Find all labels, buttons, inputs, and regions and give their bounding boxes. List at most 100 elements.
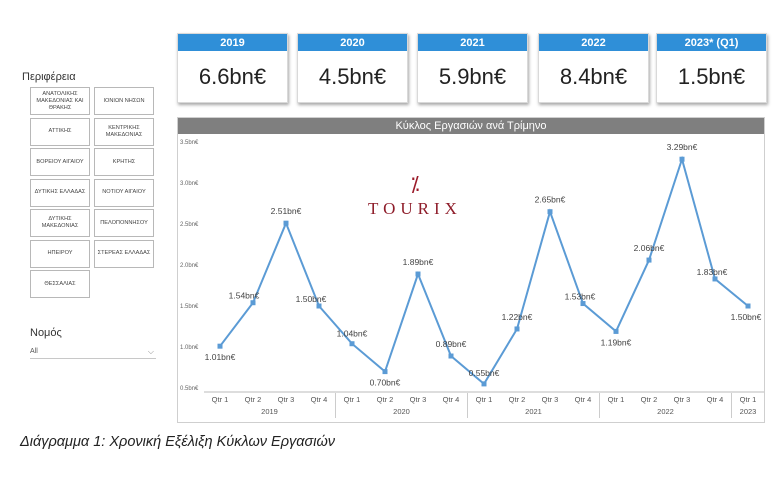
region-button[interactable]: ΒΟΡΕΙΟΥ ΑΙΓΑΙΟΥ bbox=[30, 148, 90, 176]
data-label: 1.50bn€ bbox=[296, 294, 327, 304]
region-button[interactable]: ΠΕΛΟΠΟΝΝΗΣΟΥ bbox=[94, 209, 154, 237]
x-quarter-label: Qtr 4 bbox=[575, 395, 592, 404]
x-year-label: 2020 bbox=[393, 407, 410, 416]
y-tick-label: 3.0bn€ bbox=[180, 181, 199, 187]
x-quarter-label: Qtr 4 bbox=[443, 395, 460, 404]
region-button[interactable]: ΚΡΗΤΗΣ bbox=[94, 148, 154, 176]
kpi-card: 2022 8.4bn€ bbox=[538, 33, 649, 103]
y-tick-label: 1.5bn€ bbox=[180, 304, 199, 310]
x-year-label: 2022 bbox=[657, 407, 674, 416]
region-button[interactable]: ΑΝΑΤΟΛΙΚΗΣ ΜΑΚΕΔΟΝΙΑΣ ΚΑΙ ΘΡΑΚΗΣ bbox=[30, 87, 90, 115]
y-tick-label: 0.5bn€ bbox=[180, 386, 199, 392]
y-tick-label: 2.0bn€ bbox=[180, 263, 199, 269]
region-button[interactable]: ΘΕΣΣΑΛΙΑΣ bbox=[30, 270, 90, 298]
data-point bbox=[217, 343, 223, 349]
region-filter-title: Περιφέρεια bbox=[22, 71, 76, 83]
data-label: 1.89bn€ bbox=[403, 257, 434, 267]
region-button[interactable]: ΗΠΕΙΡΟΥ bbox=[30, 239, 90, 268]
region-button[interactable]: ΚΕΝΤΡΙΚΗΣ ΜΑΚΕΔΟΝΙΑΣ bbox=[94, 117, 154, 146]
data-label: 0.55bn€ bbox=[469, 368, 500, 378]
data-label: 1.01bn€ bbox=[205, 352, 236, 362]
chart-plot: 0.5bn€ 1.0bn€ 1.5bn€ 2.0bn€ 2.5bn€ 3.0bn€ 3.5b… bbox=[180, 140, 764, 418]
data-point bbox=[283, 220, 289, 226]
x-quarter-label: Qtr 3 bbox=[674, 395, 691, 404]
kpi-card-label: 2019 bbox=[178, 34, 287, 51]
data-label: 1.83bn€ bbox=[697, 267, 728, 277]
figure-caption: Διάγραμμα 1: Χρονική Εξέλιξη Κύκλων Εργα… bbox=[20, 434, 336, 450]
data-label: 2.65bn€ bbox=[535, 195, 566, 205]
kpi-card-value: 5.9bn€ bbox=[438, 63, 507, 89]
data-point bbox=[448, 353, 454, 359]
kpi-card-label: 2023* (Q1) bbox=[657, 34, 766, 51]
x-quarter-label: Qtr 1 bbox=[740, 395, 757, 404]
y-tick-label: 2.5bn€ bbox=[180, 222, 199, 228]
data-label: 0.70bn€ bbox=[370, 378, 401, 388]
x-quarter-label: Qtr 3 bbox=[410, 395, 427, 404]
logo-mark-icon: ⁒ bbox=[410, 174, 420, 196]
chart-title: Κύκλος Εργασιών ανά Τρίμηνο bbox=[178, 118, 764, 134]
x-quarter-label: Qtr 2 bbox=[509, 395, 526, 404]
data-point bbox=[547, 209, 553, 215]
region-button[interactable]: ΙΟΝΙΩΝ ΝΗΣΩΝ bbox=[94, 87, 154, 115]
data-point bbox=[481, 381, 487, 387]
region-button[interactable]: ΔΥΤΙΚΗΣ ΕΛΛΑΔΑΣ bbox=[30, 178, 90, 207]
data-point bbox=[250, 300, 256, 306]
data-label: 1.54bn€ bbox=[229, 291, 260, 301]
tourix-logo: ⁒ TOURIX bbox=[365, 175, 465, 219]
region-button[interactable]: ΝΟΤΙΟΥ ΑΙΓΑΙΟΥ bbox=[94, 178, 154, 207]
data-label: 1.19bn€ bbox=[601, 337, 632, 347]
kpi-card-value: 4.5bn€ bbox=[318, 63, 387, 89]
x-year-label: 2019 bbox=[261, 407, 278, 416]
data-point bbox=[514, 326, 520, 332]
region-button[interactable]: ΣΤΕΡΕΑΣ ΕΛΛΑΔΑΣ bbox=[94, 239, 154, 268]
x-quarter-label: Qtr 4 bbox=[311, 395, 328, 404]
logo-text: TOURIX bbox=[368, 199, 462, 218]
kpi-card: 2020 4.5bn€ bbox=[297, 33, 408, 103]
x-quarter-label: Qtr 4 bbox=[707, 395, 724, 404]
chevron-down-icon[interactable]: ⌵ bbox=[147, 346, 154, 356]
x-year-label: 2023 bbox=[740, 407, 757, 416]
series-line bbox=[219, 155, 749, 386]
data-point bbox=[415, 271, 421, 277]
x-year-label: 2021 bbox=[525, 407, 542, 416]
x-quarter-label: Qtr 3 bbox=[542, 395, 559, 404]
data-point bbox=[712, 276, 718, 282]
data-label: 1.53bn€ bbox=[565, 292, 596, 302]
kpi-card-label: 2020 bbox=[298, 34, 407, 51]
data-label: 0.89bn€ bbox=[436, 339, 467, 349]
data-point bbox=[679, 156, 685, 162]
region-button[interactable]: ΑΤΤΙΚΗΣ bbox=[30, 117, 90, 146]
nomos-select[interactable]: All ⌵ bbox=[30, 345, 156, 359]
data-label: 1.22bn€ bbox=[502, 312, 533, 322]
x-quarter-label: Qtr 1 bbox=[344, 395, 361, 404]
data-label: 3.29bn€ bbox=[667, 142, 698, 152]
y-tick-label: 1.0bn€ bbox=[180, 345, 199, 351]
kpi-card-value: 8.4bn€ bbox=[559, 63, 628, 89]
data-point bbox=[382, 369, 388, 375]
data-point bbox=[580, 301, 586, 307]
kpi-card-label: 2021 bbox=[418, 34, 527, 51]
kpi-card-value: 1.5bn€ bbox=[677, 63, 746, 89]
x-quarter-label: Qtr 1 bbox=[608, 395, 625, 404]
data-point bbox=[316, 303, 322, 309]
kpi-card: 2021 5.9bn€ bbox=[417, 33, 528, 103]
kpi-card-label: 2022 bbox=[539, 34, 648, 51]
region-button[interactable]: ΔΥΤΙΚΗΣ ΜΑΚΕΔΟΝΙΑΣ bbox=[30, 209, 90, 237]
x-quarter-label: Qtr 2 bbox=[377, 395, 394, 404]
data-label: 1.04bn€ bbox=[337, 329, 368, 339]
data-point bbox=[745, 303, 751, 309]
quarterly-turnover-chart: Κύκλος Εργασιών ανά Τρίμηνο 0.5bn€ 1.0bn€… bbox=[177, 117, 765, 423]
x-quarter-label: Qtr 3 bbox=[278, 395, 295, 404]
data-point bbox=[349, 341, 355, 347]
x-quarter-label: Qtr 1 bbox=[212, 395, 229, 404]
kpi-card: 2019 6.6bn€ bbox=[177, 33, 288, 103]
data-label: 1.50bn€ bbox=[731, 312, 762, 322]
x-quarter-label: Qtr 2 bbox=[641, 395, 658, 404]
x-quarter-label: Qtr 2 bbox=[245, 395, 262, 404]
nomos-filter-title: Νομός bbox=[30, 327, 62, 339]
data-label: 2.06bn€ bbox=[634, 243, 665, 253]
x-quarter-label: Qtr 1 bbox=[476, 395, 493, 404]
data-label: 2.51bn€ bbox=[271, 206, 302, 216]
data-point bbox=[646, 257, 652, 263]
nomos-selected-value: All bbox=[30, 348, 38, 355]
